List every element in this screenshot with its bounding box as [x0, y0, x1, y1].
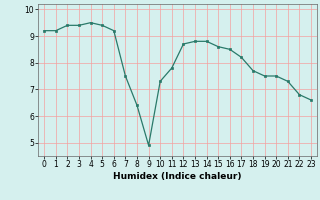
X-axis label: Humidex (Indice chaleur): Humidex (Indice chaleur) — [113, 172, 242, 181]
